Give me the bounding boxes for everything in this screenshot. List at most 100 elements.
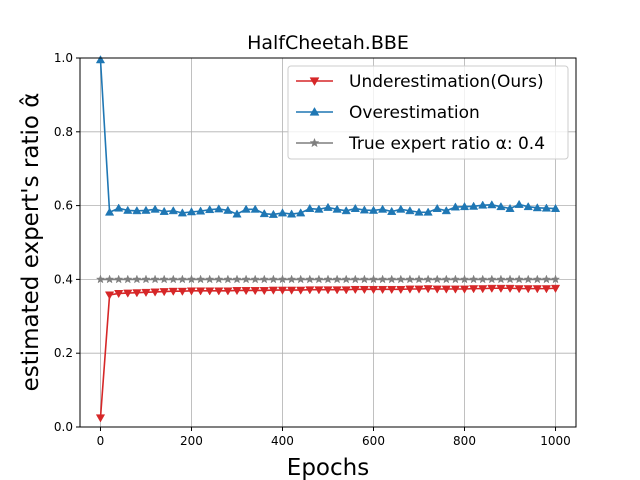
data-point xyxy=(341,286,351,295)
data-point xyxy=(496,274,506,284)
data-point xyxy=(186,287,197,296)
y-tick-label: 0.0 xyxy=(54,420,73,434)
data-point xyxy=(268,209,279,218)
data-point xyxy=(459,274,470,284)
data-point xyxy=(550,274,561,284)
data-point xyxy=(350,274,360,284)
data-point xyxy=(441,274,451,284)
data-point xyxy=(104,207,115,216)
data-point xyxy=(305,286,315,295)
data-point xyxy=(514,274,524,284)
chart-title: HalfCheetah.BBE xyxy=(247,32,409,54)
legend-label: Underestimation(Ours) xyxy=(349,72,544,92)
data-point xyxy=(468,274,479,284)
data-point xyxy=(259,274,269,284)
series-0 xyxy=(95,284,561,423)
data-point xyxy=(296,274,306,284)
data-point xyxy=(286,286,297,295)
data-point xyxy=(223,274,233,284)
data-point xyxy=(195,287,206,296)
data-point xyxy=(114,203,124,212)
data-point xyxy=(478,274,488,284)
data-point xyxy=(205,204,215,214)
data-point xyxy=(377,274,388,284)
data-point xyxy=(487,284,497,293)
data-point xyxy=(505,274,515,284)
legend-label: Overestimation xyxy=(349,103,480,123)
data-point xyxy=(104,274,115,284)
data-point xyxy=(150,274,160,284)
data-point xyxy=(223,287,233,296)
data-point xyxy=(150,288,160,297)
data-point xyxy=(296,286,306,295)
data-point xyxy=(514,199,524,208)
data-point xyxy=(359,285,370,295)
data-point xyxy=(259,209,269,218)
data-point xyxy=(114,290,124,299)
plot-frame xyxy=(79,57,577,428)
x-tick-label: 600 xyxy=(362,434,385,448)
x-axis-label: Epochs xyxy=(287,455,369,480)
data-point xyxy=(250,287,260,296)
data-point xyxy=(359,205,370,214)
x-tick-label: 200 xyxy=(180,434,203,448)
data-point xyxy=(132,206,142,215)
data-point xyxy=(405,274,415,284)
y-axis-label: estimated expert's ratio α̂ xyxy=(18,93,44,392)
data-point xyxy=(314,204,324,213)
data-point xyxy=(214,287,224,296)
data-point xyxy=(514,285,524,294)
data-point xyxy=(241,204,251,213)
data-point xyxy=(396,204,406,213)
data-point xyxy=(177,274,188,284)
data-point xyxy=(123,274,133,284)
data-point xyxy=(250,274,260,284)
data-point xyxy=(277,286,288,295)
axis-ticks: 0 200 400 600 800 1000 0.0 0.2 0.4 0.6 0.8 1.0 xyxy=(54,51,571,448)
data-point xyxy=(141,205,151,214)
data-point xyxy=(168,287,178,296)
data-point xyxy=(268,274,279,284)
data-point xyxy=(350,203,360,212)
y-tick-label: 0.6 xyxy=(54,199,73,213)
data-point xyxy=(177,208,188,217)
data-point xyxy=(377,204,388,213)
data-point xyxy=(359,274,370,284)
data-point xyxy=(496,284,506,293)
legend-marker xyxy=(309,106,320,116)
series-2 xyxy=(95,274,561,284)
x-tick-label: 0 xyxy=(97,434,105,448)
y-tick-label: 0.8 xyxy=(54,125,73,139)
data-point xyxy=(468,201,479,210)
legend-marker xyxy=(309,77,320,87)
data-point xyxy=(223,205,233,214)
data-point xyxy=(186,207,197,216)
data-point xyxy=(205,274,215,284)
data-point xyxy=(123,289,133,298)
data-point xyxy=(423,285,433,294)
data-point xyxy=(286,209,297,218)
data-point xyxy=(95,414,106,423)
legend-entry: True expert ratio α: 0.4 xyxy=(296,134,545,154)
y-tick-label: 0.2 xyxy=(54,346,73,360)
data-point xyxy=(95,274,106,284)
data-point xyxy=(532,203,542,212)
data-point xyxy=(314,286,324,295)
data-point xyxy=(286,274,297,284)
data-point xyxy=(496,202,506,211)
data-point xyxy=(541,274,552,284)
data-point xyxy=(159,206,169,215)
data-point xyxy=(387,206,397,215)
data-point xyxy=(523,274,533,284)
x-tick-label: 400 xyxy=(271,434,294,448)
data-point xyxy=(232,209,242,218)
data-point xyxy=(468,285,479,294)
data-point xyxy=(296,208,306,217)
data-point xyxy=(432,285,442,294)
data-point xyxy=(305,203,315,212)
data-point xyxy=(350,285,360,295)
data-point xyxy=(341,274,351,284)
data-point xyxy=(450,202,461,211)
data-point xyxy=(305,274,315,284)
data-point xyxy=(332,286,342,295)
